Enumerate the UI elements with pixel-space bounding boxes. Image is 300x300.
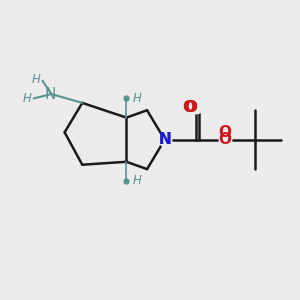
- Text: O: O: [219, 132, 232, 147]
- Text: O: O: [184, 100, 197, 115]
- Text: O: O: [219, 125, 232, 140]
- Text: H: H: [32, 73, 40, 86]
- Text: N: N: [158, 132, 171, 147]
- Text: N: N: [158, 132, 171, 147]
- Text: H: H: [133, 174, 142, 188]
- Text: H: H: [23, 92, 32, 105]
- Text: O: O: [183, 100, 196, 115]
- Text: N: N: [44, 87, 56, 102]
- Text: H: H: [133, 92, 142, 105]
